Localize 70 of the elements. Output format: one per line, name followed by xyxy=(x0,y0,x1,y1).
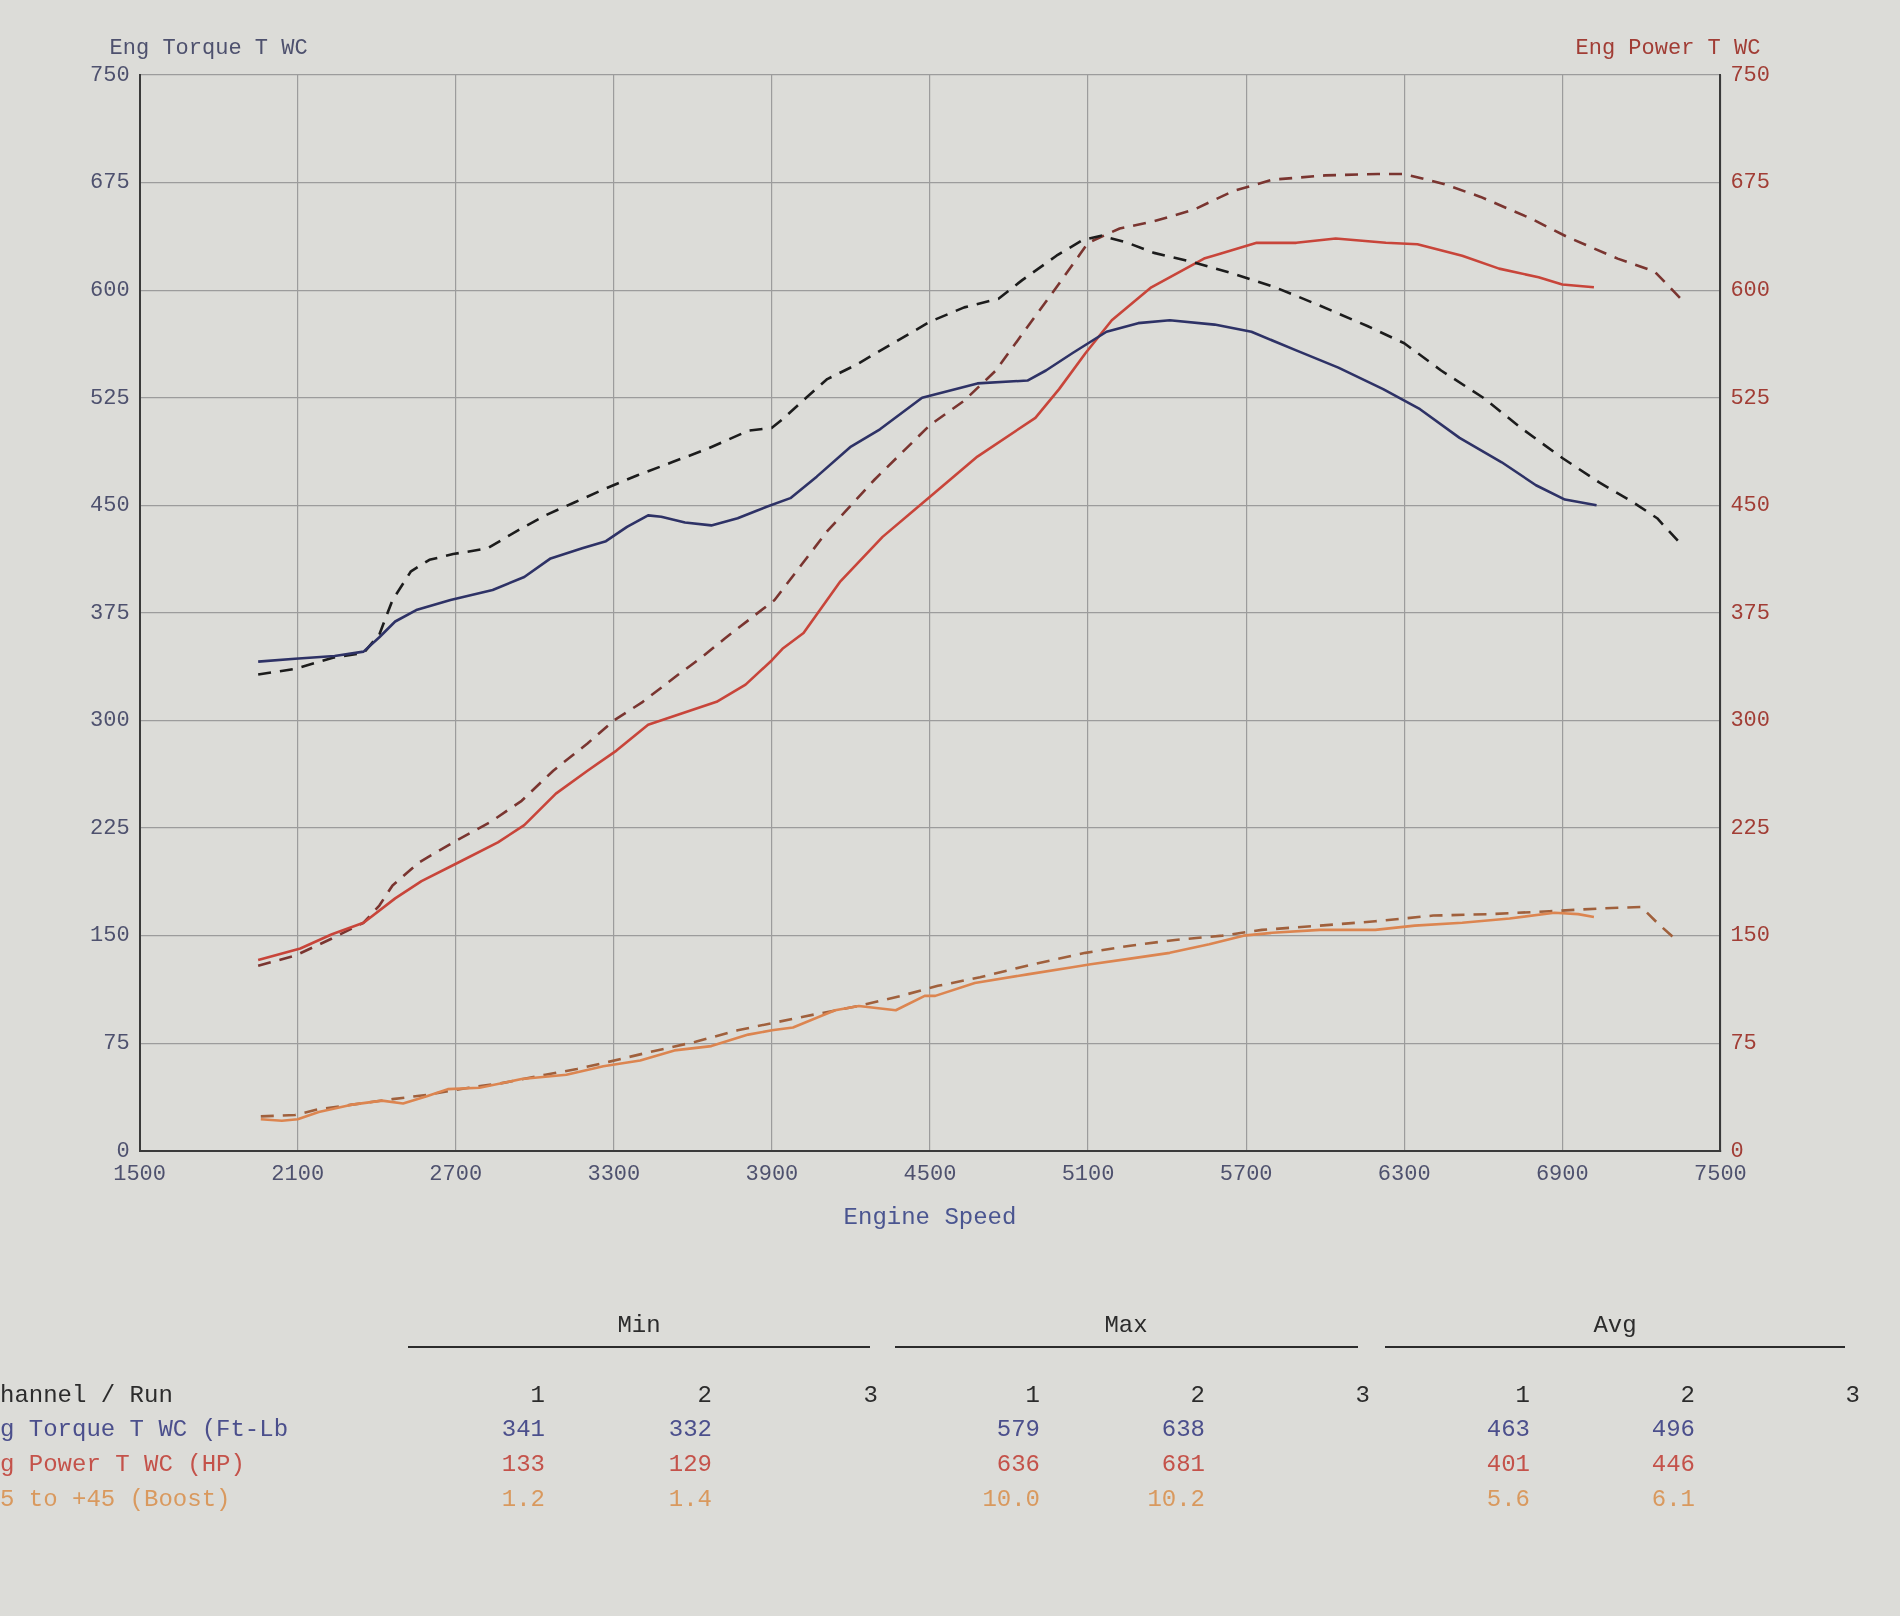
text: 1.4 xyxy=(668,1486,712,1514)
text: 463 xyxy=(1486,1416,1530,1444)
text: Avg xyxy=(1593,1312,1637,1340)
text: 1 xyxy=(1515,1382,1530,1410)
y-tick-label: 600 xyxy=(90,277,130,303)
y-tick-label: 450 xyxy=(90,493,130,519)
text: 5 to +45 (Boost) xyxy=(0,1486,231,1514)
y-tick-label: 375 xyxy=(90,600,130,626)
x-tick-label: 3300 xyxy=(587,1161,641,1187)
text: 1 xyxy=(530,1382,545,1410)
y2-tick-label: 525 xyxy=(1730,385,1770,411)
text: 579 xyxy=(996,1416,1040,1444)
text: 10.0 xyxy=(982,1486,1040,1514)
x-tick-label: 2700 xyxy=(429,1161,483,1187)
y2-tick-label: 300 xyxy=(1730,708,1770,734)
y-tick-label: 225 xyxy=(90,815,130,841)
y-tick-label: 75 xyxy=(103,1031,130,1057)
y2-tick-label: 750 xyxy=(1730,62,1770,88)
y-axis-title: Eng Torque T WC xyxy=(109,35,308,61)
text: 3 xyxy=(1355,1382,1370,1410)
y-tick-label: 750 xyxy=(90,62,130,88)
x-tick-label: 4500 xyxy=(903,1161,957,1187)
x-tick-label: 6300 xyxy=(1377,1161,1431,1187)
y2-tick-label: 0 xyxy=(1730,1138,1744,1164)
y-tick-label: 150 xyxy=(90,923,130,949)
y2-tick-label: 450 xyxy=(1730,493,1770,519)
y2-tick-label: 600 xyxy=(1730,277,1770,303)
y2-tick-label: 225 xyxy=(1730,815,1770,841)
x-tick-label: 2100 xyxy=(271,1161,325,1187)
text: 341 xyxy=(501,1416,545,1444)
text: 6.1 xyxy=(1651,1486,1695,1514)
y-tick-label: 525 xyxy=(90,385,130,411)
text: g Torque T WC (Ft-Lb xyxy=(0,1416,289,1444)
text: 1.2 xyxy=(501,1486,545,1514)
text: g Power T WC (HP) xyxy=(0,1451,245,1479)
text: Max xyxy=(1104,1312,1148,1340)
y-tick-label: 300 xyxy=(90,708,130,734)
text: hannel / Run xyxy=(0,1382,173,1410)
text: 3 xyxy=(863,1382,878,1410)
text: 129 xyxy=(668,1451,712,1479)
text: 638 xyxy=(1161,1416,1205,1444)
text: 681 xyxy=(1161,1451,1205,1479)
text: 496 xyxy=(1651,1416,1695,1444)
text: 2 xyxy=(1680,1382,1695,1410)
text: 133 xyxy=(501,1451,545,1479)
text: 1 xyxy=(1025,1382,1040,1410)
y2-tick-label: 75 xyxy=(1730,1031,1757,1057)
text: 332 xyxy=(668,1416,712,1444)
x-tick-label: 1500 xyxy=(113,1161,167,1187)
text: 10.2 xyxy=(1147,1486,1205,1514)
text: 5.6 xyxy=(1486,1486,1530,1514)
x-axis-title: Engine Speed xyxy=(843,1203,1017,1231)
x-tick-label: 6900 xyxy=(1535,1161,1589,1187)
text: 401 xyxy=(1486,1451,1530,1479)
y-tick-label: 675 xyxy=(90,170,130,196)
text: 2 xyxy=(1190,1382,1205,1410)
x-tick-label: 7500 xyxy=(1693,1161,1747,1187)
x-tick-label: 5700 xyxy=(1219,1161,1273,1187)
y2-axis-title: Eng Power T WC xyxy=(1575,35,1761,61)
text: 2 xyxy=(697,1382,712,1410)
text: 3 xyxy=(1845,1382,1860,1410)
x-tick-label: 5100 xyxy=(1061,1161,1115,1187)
y2-tick-label: 150 xyxy=(1730,923,1770,949)
x-tick-label: 3900 xyxy=(745,1161,799,1187)
y2-tick-label: 375 xyxy=(1730,600,1770,626)
text: 636 xyxy=(996,1451,1040,1479)
text: 446 xyxy=(1651,1451,1695,1479)
y2-tick-label: 675 xyxy=(1730,170,1770,196)
y-tick-label: 0 xyxy=(116,1138,130,1164)
text: Min xyxy=(617,1312,661,1340)
